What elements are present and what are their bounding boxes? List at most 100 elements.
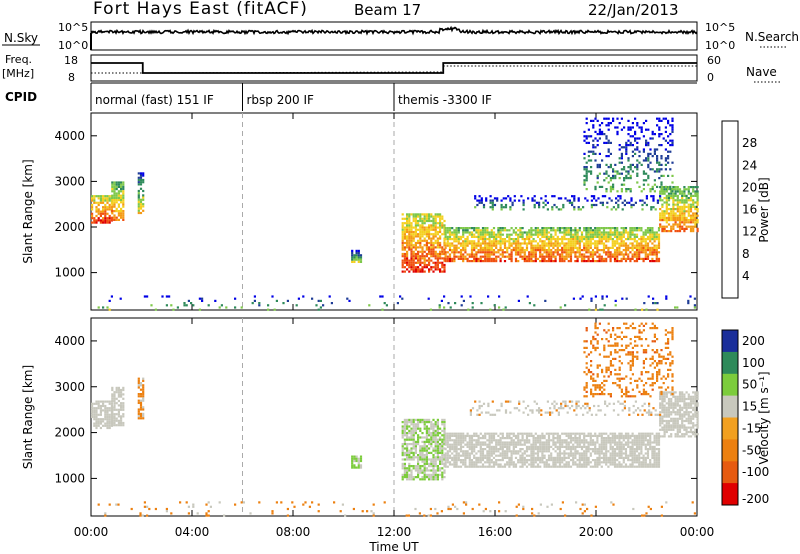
scatter-cell [612, 185, 615, 188]
scatter-cell [479, 441, 482, 444]
scatter-cell [609, 251, 612, 254]
noise-right-tick-top: 10^5 [705, 21, 735, 34]
scatter-cell [419, 257, 422, 260]
scatter-cell [490, 448, 493, 451]
scatter-cell [547, 432, 551, 435]
scatter-cell [539, 251, 542, 254]
scatter-cell [620, 190, 623, 193]
scatter-cell [423, 263, 426, 267]
scatter-cell [683, 424, 686, 427]
scatter-cell [594, 445, 597, 448]
scatter-cell [497, 229, 500, 232]
scatter-cell [403, 257, 406, 260]
scatter-cell [676, 411, 679, 414]
scatter-cell [443, 268, 446, 271]
scatter-cell [444, 246, 447, 249]
scatter-cell [651, 260, 654, 263]
scatter-cell [492, 242, 496, 245]
scatter-cell [640, 242, 643, 245]
scatter-cell [534, 233, 537, 236]
scatter-cell [468, 437, 471, 440]
scatter-cell [574, 227, 577, 230]
scatter-cell [612, 177, 615, 180]
scatter-cell [414, 427, 417, 430]
scatter-cell [319, 299, 322, 302]
scatter-cell [406, 213, 409, 216]
scatter-cell [490, 235, 493, 238]
scatter-cell [596, 249, 599, 252]
scatter-cell [436, 432, 439, 435]
scatter-cell [479, 235, 482, 238]
scatter-cell [421, 235, 424, 238]
scatter-cell [91, 402, 94, 405]
scatter-cell [653, 251, 656, 254]
scatter-cell [436, 255, 439, 258]
scatter-cell [687, 212, 690, 215]
scatter-cell [428, 429, 431, 432]
scatter-cell [635, 454, 639, 457]
freq-tick-top: 18 [64, 54, 78, 67]
scatter-cell [641, 308, 644, 311]
scatter-cell [104, 415, 107, 419]
scatter-cell [590, 119, 593, 122]
scatter-cell [466, 229, 469, 232]
scatter-cell [653, 133, 656, 136]
scatter-cell [681, 212, 684, 215]
scatter-cell [590, 159, 593, 162]
scatter-cell [446, 439, 449, 442]
scatter-cell [636, 122, 639, 125]
scatter-cell [451, 448, 454, 451]
scatter-cell [528, 253, 531, 256]
scatter-cell [448, 445, 452, 448]
scatter-cell [613, 227, 617, 230]
scatter-cell [545, 459, 548, 462]
scatter-cell [629, 141, 632, 144]
scatter-cell [602, 257, 606, 260]
scatter-cell [678, 415, 682, 418]
scatter-cell [616, 231, 619, 234]
scatter-cell [97, 195, 100, 198]
scatter-cell [541, 454, 544, 457]
scatter-cell [432, 228, 435, 231]
scatter-cell [439, 261, 442, 264]
scatter-cell [589, 235, 592, 238]
scatter-cell [351, 462, 354, 465]
scatter-cell [605, 257, 608, 260]
scatter-cell [108, 299, 111, 302]
scatter-cell [477, 244, 480, 247]
scatter-cell [618, 231, 621, 234]
scatter-cell [436, 226, 439, 229]
scatter-cell [106, 219, 109, 222]
scatter-cell [142, 194, 145, 197]
scatter-cell [624, 448, 628, 451]
scatter-cell [511, 201, 514, 204]
scatter-cell [598, 166, 601, 169]
scatter-cell [592, 150, 595, 153]
scatter-cell [598, 253, 601, 256]
scatter-cell [655, 441, 658, 444]
scatter-cell [508, 244, 511, 247]
scatter-cell [403, 217, 406, 220]
scatter-cell [587, 231, 590, 234]
scatter-cell [545, 235, 548, 238]
scatter-cell [644, 452, 647, 455]
scatter-cell [676, 413, 679, 416]
scatter-cell [528, 235, 531, 238]
scatter-cell [558, 439, 562, 442]
scatter-cell [453, 443, 456, 446]
scatter-cell [574, 450, 577, 453]
scatter-cell [534, 443, 537, 446]
scatter-cell [142, 196, 145, 199]
scatter-cell [609, 166, 612, 169]
scatter-cell [653, 152, 656, 155]
scatter-cell [486, 432, 489, 435]
scatter-cell [412, 440, 415, 443]
scatter-cell [627, 465, 630, 468]
scatter-cell [618, 246, 621, 249]
scatter-cell [642, 246, 645, 249]
scatter-cell [510, 238, 513, 241]
scatter-cell [448, 229, 452, 232]
scatter-cell [627, 139, 630, 142]
scatter-cell [590, 172, 593, 175]
scatter-cell [532, 441, 535, 444]
